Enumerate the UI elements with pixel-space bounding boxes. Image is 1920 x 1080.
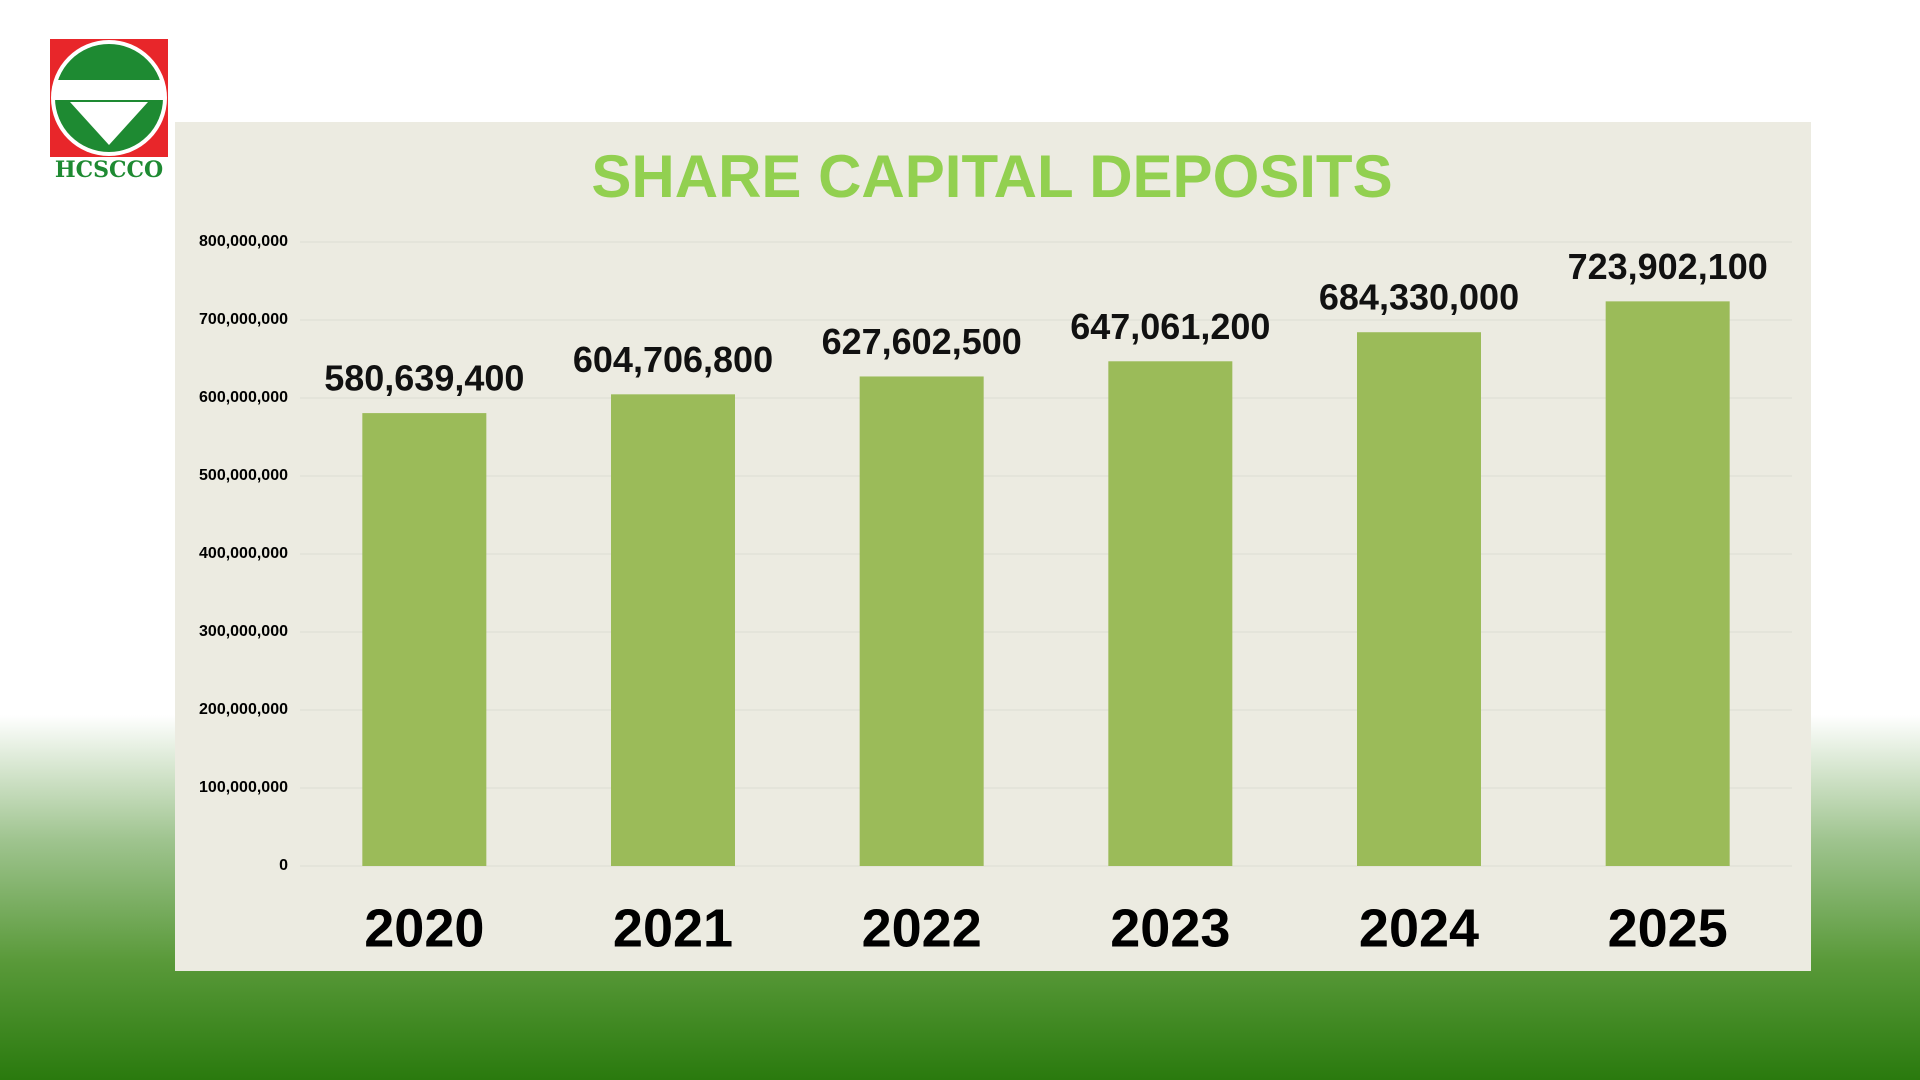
- y-tick-label: 100,000,000: [199, 779, 288, 796]
- bar: [1605, 301, 1730, 867]
- bar: [859, 376, 984, 866]
- y-tick-label: 300,000,000: [199, 623, 288, 640]
- x-tick-label: 2022: [862, 898, 982, 958]
- y-tick-label: 600,000,000: [199, 389, 288, 406]
- value-label: 723,902,100: [1568, 246, 1768, 287]
- y-tick-label: 200,000,000: [199, 701, 288, 718]
- value-label: 627,602,500: [822, 321, 1022, 362]
- y-tick-label: 500,000,000: [199, 467, 288, 484]
- y-tick-label: 800,000,000: [199, 233, 288, 250]
- value-label: 684,330,000: [1319, 277, 1519, 318]
- value-label: 580,639,400: [324, 358, 524, 399]
- logo-shield: [70, 102, 148, 145]
- logo: HCSCCO: [50, 39, 168, 183]
- logo-band: [55, 80, 163, 100]
- y-tick-label: 400,000,000: [199, 545, 288, 562]
- x-tick-label: 2020: [364, 898, 484, 958]
- x-tick-label: 2023: [1110, 898, 1230, 958]
- logo-text: HCSCCO: [55, 157, 163, 183]
- x-tick-label: 2024: [1359, 898, 1479, 958]
- x-tick-label: 2025: [1608, 898, 1728, 958]
- chart-title: SHARE CAPITAL DEPOSITS: [591, 143, 1392, 210]
- x-tick-label: 2021: [613, 898, 733, 958]
- y-tick-label: 0: [279, 857, 288, 874]
- value-label: 604,706,800: [573, 339, 773, 380]
- bar: [611, 394, 735, 866]
- y-tick-label: 700,000,000: [199, 311, 288, 328]
- bar: [362, 413, 487, 866]
- value-label: 647,061,200: [1070, 306, 1270, 347]
- bar: [1357, 332, 1481, 866]
- bar: [1108, 361, 1233, 866]
